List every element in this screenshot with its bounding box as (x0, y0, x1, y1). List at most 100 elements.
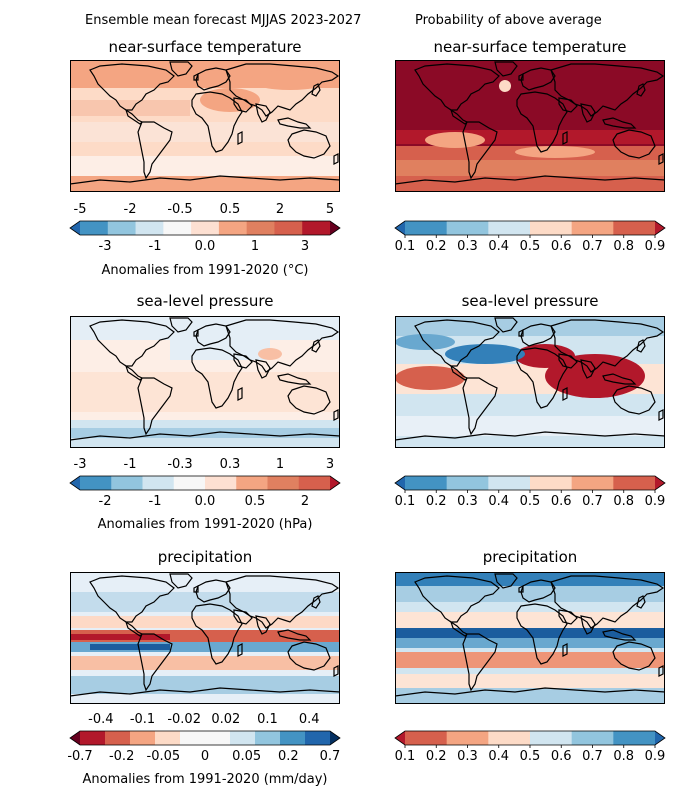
field-band (395, 586, 665, 602)
colorbar-temp-anomaly (69, 220, 341, 236)
field-south (70, 156, 340, 178)
colorbar-extend-high (655, 221, 665, 235)
colorbar-tick-label-upper: -0.1 (129, 712, 156, 727)
field-band (70, 616, 340, 628)
field-blob (425, 132, 485, 148)
panel-title-precip-anomaly: precipitation (157, 548, 253, 566)
colorbar-bin (105, 731, 131, 745)
colorbar-tick-label-upper: -0.3 (167, 457, 193, 472)
colorbar-extend-high (330, 731, 340, 745)
colorbar-tick-label: 0.9 (644, 494, 666, 509)
colorbar-bin (488, 731, 531, 745)
colorbar-bin (530, 476, 573, 490)
map-slp-anomaly (70, 316, 340, 448)
colorbar-bin (446, 476, 489, 490)
colorbar-tick-label: 0.5 (519, 749, 541, 764)
colorbar-tick-label: 0.6 (550, 749, 572, 764)
colorbar-bin (488, 476, 531, 490)
colorbar-tick-label-upper: 2 (275, 202, 285, 217)
colorbar-extend-low (395, 221, 405, 235)
colorbar-tick-label-lower: 0.0 (194, 239, 216, 254)
colorbar-precip-probability (394, 730, 666, 748)
colorbar-bin (405, 221, 448, 235)
colorbar-extend-high (330, 221, 340, 235)
colorbar-tick-label: 0.8 (613, 239, 635, 254)
field-band (395, 612, 665, 628)
colorbar-extend-low (70, 731, 80, 745)
map-temp-probability (395, 60, 665, 192)
map-frame (70, 572, 340, 704)
map-frame (70, 316, 340, 448)
colorbar-tick-label-lower: 0.5 (244, 494, 266, 509)
colorbar-tick-label-upper: 1 (275, 457, 285, 472)
field-blob-atlantic (445, 344, 525, 364)
colorbar-tick-label: 0.9 (644, 239, 666, 254)
map-precip-probability (395, 572, 665, 704)
field-band (395, 638, 665, 648)
colorbar-tick-label: 0.1 (394, 239, 416, 254)
colorbar-tick-label-lower: 2 (300, 494, 310, 509)
field-dry-band (395, 652, 665, 668)
field-blob-asia (250, 70, 330, 90)
field-blob (395, 366, 465, 390)
colorbar-tick-label-lower: 0.7 (319, 749, 341, 764)
colorbar-tick-label-lower: -2 (98, 494, 112, 509)
colorbar-bin (180, 731, 206, 745)
colorbar-bin (191, 221, 220, 235)
colorbar-bin (446, 221, 489, 235)
colorbar-tick-label-upper: -1 (123, 457, 137, 472)
panel-title-slp-anomaly: sea-level pressure (136, 292, 274, 310)
colorbar-bin (488, 221, 531, 235)
colorbar-tick-label: 0.2 (425, 749, 447, 764)
map-frame (395, 316, 665, 448)
colorbar-extend-low (395, 731, 405, 745)
colorbar-bin (80, 731, 106, 745)
colorbar-bin (155, 731, 181, 745)
colorbar-bin (80, 221, 109, 235)
colorbar-extend-high (330, 476, 340, 490)
colorbar-bin (205, 476, 237, 490)
field-antarctic (70, 438, 340, 448)
colorbar-bin (298, 476, 331, 490)
colorbar-slp-anomaly (69, 475, 341, 491)
colorbar-tick-label-upper: 5 (325, 202, 335, 217)
colorbar-tick-label: 0.6 (550, 494, 572, 509)
field-wet-core (90, 644, 170, 650)
colorbar-tick-label-upper: -0.5 (167, 202, 193, 217)
field-wet-band (70, 642, 340, 652)
field-band (70, 656, 340, 670)
colorbar-tick-label-upper: 0.4 (298, 712, 320, 727)
colorbar-bin (530, 731, 573, 745)
colorbar-extend-low (70, 221, 80, 235)
panel-title-temp-probability: near-surface temperature (433, 38, 627, 56)
colorbar-tick-label: 0.4 (488, 239, 510, 254)
colorbar-bin (302, 221, 331, 235)
colorbar-tick-label-lower: -0.7 (67, 749, 93, 764)
colorbar-tick-label: 0.3 (457, 239, 478, 254)
colorbar-bin (218, 221, 248, 235)
colorbar-outline (69, 475, 341, 491)
colorbar-outline (69, 730, 341, 746)
colorbar-bin (135, 221, 164, 235)
colorbar-tick-label: 0.2 (425, 494, 447, 509)
colorbar-tick-label: 0.7 (582, 749, 603, 764)
field-north (70, 316, 340, 340)
colorbar-label-slp: Anomalies from 1991-2020 (hPa) (97, 517, 313, 532)
colorbar-extend-high (655, 731, 665, 745)
field-band (70, 100, 190, 116)
colorbar-tick-label-upper: 0.5 (219, 202, 241, 217)
field-tropics (70, 122, 340, 142)
colorbar-tick-label-lower: -0.2 (108, 749, 135, 764)
colorbar-label-precip: Anomalies from 1991-2020 (mm/day) (82, 772, 328, 787)
map-precip-anomaly (70, 572, 340, 704)
colorbar-tick-label: 0.5 (519, 494, 541, 509)
field-band (70, 676, 340, 694)
colorbar-tick-label: 0.4 (488, 494, 510, 509)
colorbar-tick-label-lower: -1 (148, 494, 162, 509)
colorbar-tick-label: 0.7 (582, 239, 603, 254)
colorbar-tick-label: 0.6 (550, 239, 572, 254)
colorbar-tick-label: 0.1 (394, 749, 416, 764)
colorbar-bin (274, 221, 303, 235)
colorbar-tick-label: 0.7 (582, 494, 603, 509)
colorbar-slp-probability (394, 475, 666, 493)
